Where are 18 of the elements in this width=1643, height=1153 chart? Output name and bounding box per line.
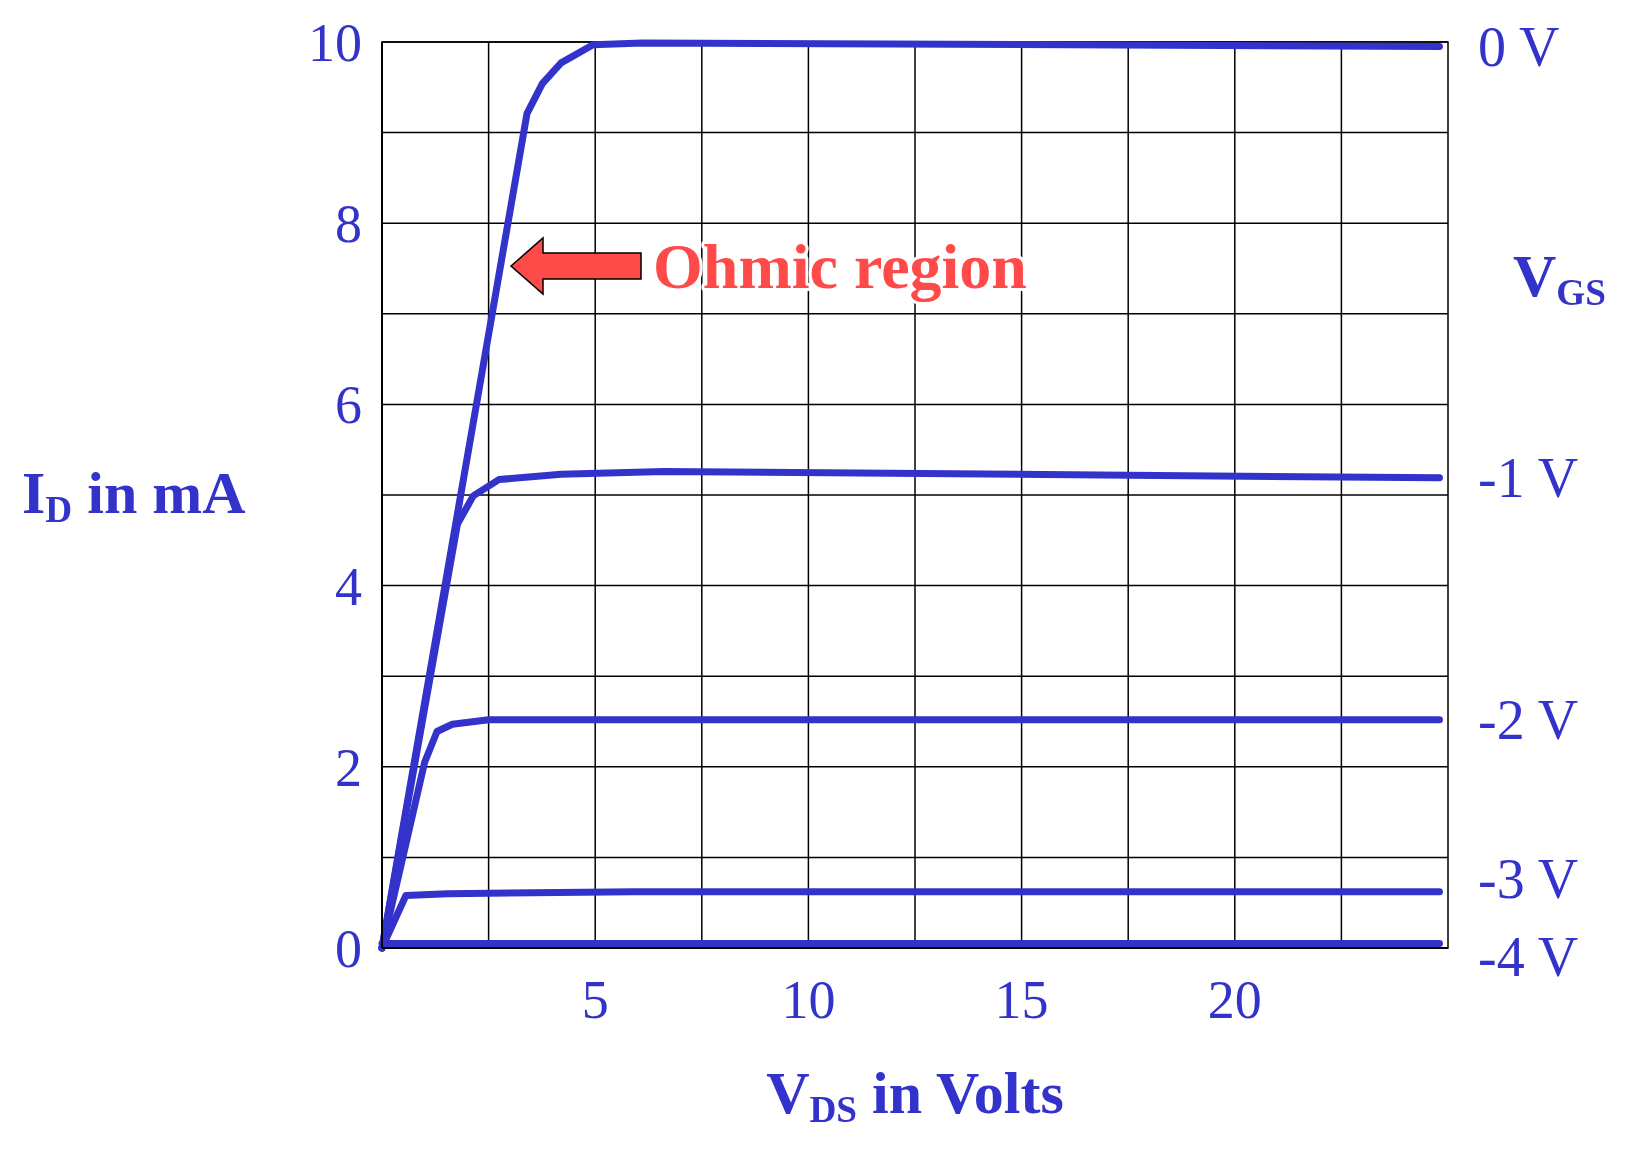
y-tick-label: 8 (335, 194, 362, 255)
x-axis-title: V$_{DS}$ in Volts (766, 1060, 1064, 1131)
series-label: -2 V (1478, 689, 1579, 752)
series-label: -1 V (1478, 447, 1579, 510)
x-tick-label: 15 (994, 970, 1049, 1030)
y-tick-label: 0 (335, 918, 362, 979)
y-tick-label: 2 (335, 737, 362, 798)
y-tick-label: 10 (308, 12, 362, 73)
y-axis-title: I$_{D}$ in mA (22, 460, 246, 531)
x-tick-label: 10 (781, 970, 836, 1030)
y-tick-label: 4 (335, 556, 362, 617)
legend-title: V$_{GS}$ (1513, 243, 1606, 314)
series-label: -3 V (1478, 848, 1579, 911)
y-tick-label: 6 (335, 375, 362, 436)
series-label: -4 V (1478, 926, 1579, 989)
series-label: 0 V (1478, 16, 1560, 79)
x-tick-label: 5 (581, 970, 609, 1030)
x-tick-label: 20 (1207, 970, 1262, 1030)
